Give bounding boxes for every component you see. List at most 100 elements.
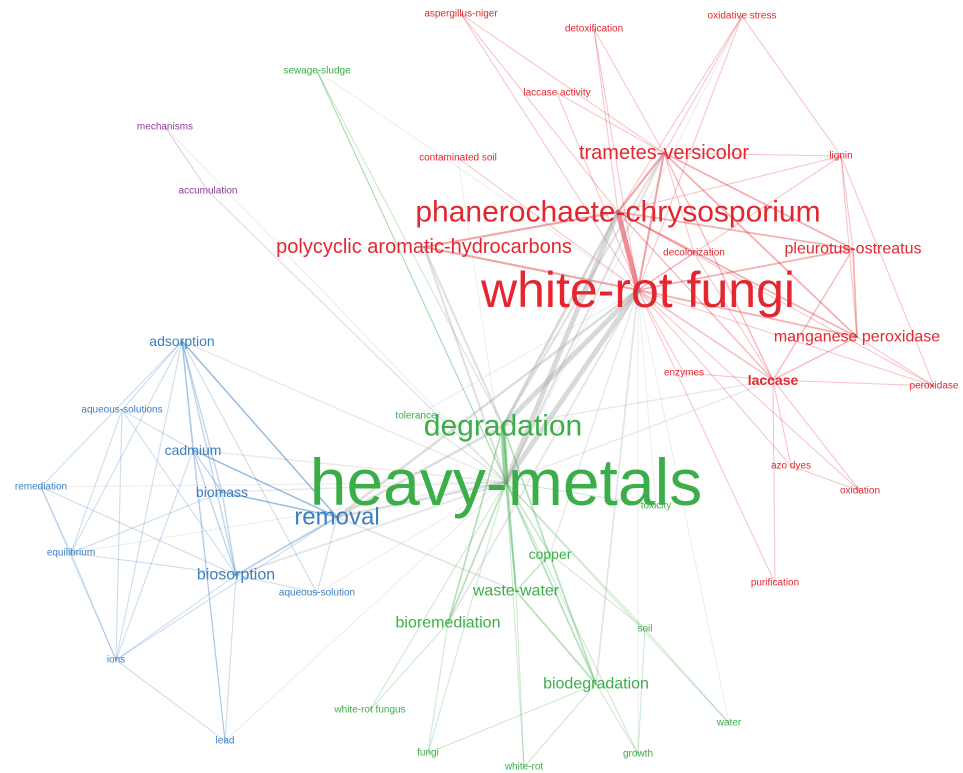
edge-laccase-enzymes: [683, 372, 774, 381]
edge-biosorption-remediation: [40, 486, 237, 576]
edge-heavy-metals-cadmium: [192, 449, 507, 483]
edge-cadmium-lead: [192, 449, 226, 742]
edge-white-rot-fungi-enzymes: [637, 289, 685, 374]
edge-adsorption-aqueous-solution: [181, 340, 318, 594]
node-label-azo-dyes[interactable]: azo dyes: [771, 461, 811, 472]
edge-heavy-metals-equilibrium: [70, 481, 507, 554]
node-label-fungi[interactable]: fungi: [417, 748, 439, 759]
edge-degradation-trametes-versicolor: [501, 151, 666, 428]
edge-removal-aqueous-solution: [316, 516, 338, 594]
node-label-phanerochaete-chrysosporium[interactable]: phanerochaete-chrysosporium: [415, 196, 820, 229]
node-label-pleurotus-ostreatus[interactable]: pleurotus-ostreatus: [785, 241, 922, 258]
edge-heavy-metals-contaminated-soil: [457, 157, 507, 483]
edge-heavy-metals-fungi: [427, 481, 507, 754]
edge-adsorption-biomass: [181, 340, 223, 493]
node-label-aqueous-solutions[interactable]: aqueous-solutions: [81, 405, 162, 416]
node-label-white-rot[interactable]: white-rot: [504, 762, 544, 773]
edge-soil-growth: [637, 628, 646, 755]
edge-white-rot-fungi-manganese-peroxidase: [637, 289, 858, 338]
edge-trametes-versicolor-pleurotus-ostreatus: [663, 152, 854, 250]
edge-phanerochaete-chrysosporium-aspergillus-niger: [460, 13, 619, 213]
edge-adsorption-equilibrium: [70, 340, 183, 554]
edge-mechanisms-heavy-metals: [164, 126, 507, 483]
node-label-degradation[interactable]: degradation: [424, 410, 582, 443]
node-label-water[interactable]: water: [716, 718, 742, 729]
edge-bioremediation-white-rot-fungus: [369, 622, 449, 711]
node-label-toxicity[interactable]: toxicity: [641, 501, 672, 512]
node-label-peroxidase[interactable]: peroxidase: [910, 381, 959, 392]
edge-heavy-metals-phanerochaete-chrysosporium: [503, 209, 621, 485]
node-label-heavy-metals[interactable]: heavy-metals: [310, 445, 703, 519]
node-label-biomass[interactable]: biomass: [196, 484, 248, 500]
node-label-mechanisms[interactable]: mechanisms: [137, 122, 193, 133]
node-label-biosorption[interactable]: biosorption: [197, 567, 275, 584]
node-label-soil[interactable]: soil: [637, 624, 652, 635]
node-label-lignin[interactable]: lignin: [829, 151, 852, 162]
node-label-aspergillus-niger[interactable]: aspergillus-niger: [424, 9, 498, 20]
node-label-decolorization[interactable]: decolorization: [663, 248, 725, 259]
edge-heavy-metals-water: [505, 481, 730, 724]
node-label-enzymes[interactable]: enzymes: [664, 368, 704, 379]
node-label-equilibrium[interactable]: equilibrium: [47, 548, 95, 559]
edge-waste-water-biodegradation: [515, 590, 597, 685]
edge-remediation-equilibrium: [40, 486, 72, 554]
edge-bioremediation-white-rot-fungi: [447, 289, 639, 624]
node-label-ions[interactable]: ions: [107, 655, 125, 666]
edge-biodegradation-white-rot-fungi: [595, 289, 639, 685]
node-label-oxidative-stress[interactable]: oxidative stress: [708, 11, 777, 22]
edge-heavy-metals-accumulation: [207, 190, 507, 483]
edge-white-rot-fungi-peroxidase: [637, 289, 935, 387]
edge-pleurotus-ostreatus-manganese-peroxidase: [852, 248, 858, 338]
edge-water-white-rot-fungi: [637, 289, 730, 724]
edge-degradation-white-rot-fungi: [500, 287, 641, 429]
edge-phanerochaete-chrysosporium-oxidative-stress: [617, 15, 743, 213]
node-label-purification[interactable]: purification: [751, 578, 799, 589]
edge-heavy-metals-adsorption: [181, 340, 507, 483]
node-label-adsorption[interactable]: adsorption: [149, 333, 214, 349]
node-label-accumulation[interactable]: accumulation: [179, 186, 238, 197]
node-label-lead[interactable]: lead: [216, 736, 235, 747]
edge-phanerochaete-chrysosporium-trametes-versicolor: [616, 151, 666, 214]
edge-copper-soil: [549, 553, 646, 630]
node-label-waste-water[interactable]: waste-water: [472, 583, 560, 600]
edge-heavy-metals-bioremediation: [447, 481, 507, 624]
node-label-oxidation[interactable]: oxidation: [840, 486, 880, 497]
node-label-growth[interactable]: growth: [623, 749, 653, 760]
edge-white-rot-fungi-pleurotus-ostreatus: [637, 248, 854, 291]
edge-removal-cadmium: [192, 449, 338, 518]
edge-waste-water-copper: [515, 553, 551, 592]
edge-heavy-metals-oxidative-stress: [505, 15, 743, 483]
node-label-manganese-peroxidase[interactable]: manganese peroxidase: [774, 329, 940, 346]
edge-heavy-metals-laccase: [505, 379, 774, 483]
edge-lignin-peroxidase: [840, 155, 935, 387]
edge-phanerochaete-chrysosporium-peroxidase: [617, 211, 935, 387]
edge-laccase-oxidation: [772, 379, 861, 492]
node-label-biodegradation[interactable]: biodegradation: [543, 676, 649, 693]
node-label-laccase-activity[interactable]: laccase activity: [523, 88, 590, 99]
node-label-sewage-sludge[interactable]: sewage-sludge: [283, 66, 351, 77]
node-label-remediation[interactable]: remediation: [15, 482, 67, 493]
node-label-cadmium[interactable]: cadmium: [165, 442, 222, 458]
node-label-polycyclic-aromatic-hydrocarbons[interactable]: polycyclic aromatic-hydrocarbons: [276, 236, 572, 258]
edge-white-rot-fungi-decolorization: [637, 252, 695, 291]
node-label-white-rot-fungus[interactable]: white-rot fungus: [333, 705, 405, 716]
node-label-white-rot-fungi[interactable]: white-rot fungi: [480, 262, 795, 318]
node-label-tolerance[interactable]: tolerance: [395, 411, 437, 422]
node-label-laccase[interactable]: laccase: [748, 372, 799, 388]
node-label-aqueous-solution[interactable]: aqueous-solution: [279, 588, 355, 599]
edge-adsorption-biosorption: [181, 340, 237, 576]
edge-biodegradation-growth: [595, 683, 639, 755]
edge-white-rot-fungi-laccase: [637, 289, 774, 381]
edge-phanerochaete-chrysosporium-polycyclic-aromatic-hydrocarbons: [422, 210, 620, 249]
edge-bioremediation-fungi: [427, 622, 449, 754]
edge-heavy-metals-white-rot-fungi: [503, 287, 641, 485]
edge-degradation-laccase: [502, 379, 774, 427]
node-label-copper[interactable]: copper: [529, 546, 572, 562]
node-label-detoxification[interactable]: detoxification: [565, 24, 623, 35]
node-label-bioremediation[interactable]: bioremediation: [396, 615, 501, 632]
node-label-trametes-versicolor[interactable]: trametes-versicolor: [579, 142, 749, 164]
edge-toxicity-white-rot-fungi: [637, 289, 657, 507]
node-label-removal[interactable]: removal: [294, 504, 379, 531]
node-label-contaminated-soil[interactable]: contaminated soil: [419, 153, 497, 164]
edge-remediation-ions: [40, 486, 117, 661]
